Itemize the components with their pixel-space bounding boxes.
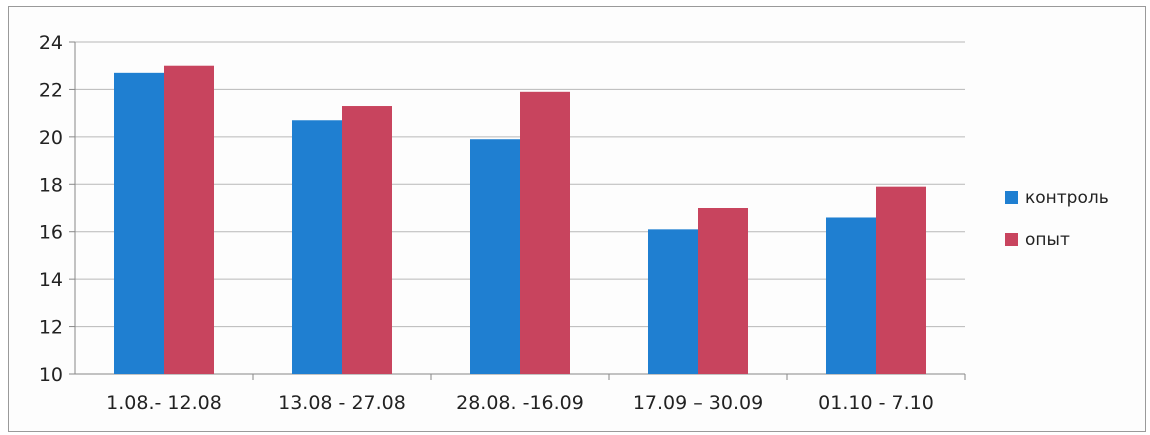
- y-tick-label: 12: [39, 317, 63, 339]
- bar-experiment: [164, 65, 214, 374]
- legend-label: контроль: [1025, 188, 1109, 208]
- bar-experiment: [520, 91, 570, 375]
- x-tick-label: 13.08 - 27.08: [278, 392, 406, 414]
- bar-experiment: [698, 208, 748, 374]
- x-tick-label: 1.08.- 12.08: [106, 392, 222, 414]
- bar-experiment: [342, 106, 392, 375]
- y-tick-label: 14: [39, 269, 63, 291]
- y-tick-label: 18: [39, 174, 63, 196]
- y-tick-label: 20: [39, 127, 63, 149]
- y-tick-label: 22: [39, 79, 63, 101]
- y-tick-label: 24: [39, 32, 63, 54]
- legend-swatch: [1005, 191, 1018, 204]
- bar-experiment: [876, 186, 926, 374]
- x-tick-label: 17.09 – 30.09: [633, 392, 763, 414]
- bar-control: [470, 139, 520, 374]
- x-tick-label: 28.08. -16.09: [456, 392, 584, 414]
- bar-control: [648, 229, 698, 374]
- bar-control: [114, 72, 164, 374]
- bar-control: [826, 217, 876, 374]
- y-tick-label: 10: [39, 364, 63, 386]
- bar-control: [292, 120, 342, 374]
- y-tick-label: 16: [39, 222, 63, 244]
- legend-label: опыт: [1025, 230, 1070, 250]
- legend-swatch: [1005, 233, 1018, 246]
- x-tick-label: 01.10 - 7.10: [818, 392, 934, 414]
